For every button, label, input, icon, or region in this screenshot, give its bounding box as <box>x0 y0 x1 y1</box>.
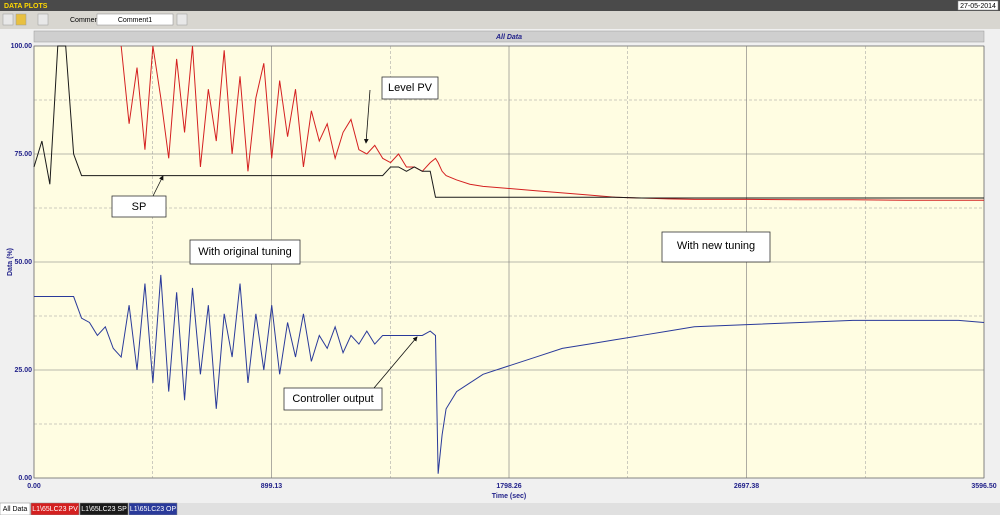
date-box <box>957 0 999 11</box>
annotation-box <box>189 239 301 265</box>
tab-strip <box>0 503 1000 515</box>
annotation-arrow <box>373 336 418 389</box>
tab-label: L1\65LC23 OP <box>130 506 177 513</box>
comment-value: Comment1 <box>118 17 152 24</box>
x-tick-label: 3596.50 <box>971 483 996 490</box>
y-tick-label: 75.00 <box>14 151 32 158</box>
open-button[interactable] <box>15 13 27 26</box>
annotation: Controller output <box>292 393 373 405</box>
annotation-box <box>111 195 167 218</box>
annotation: With new tuning <box>677 240 755 252</box>
series-line <box>120 45 984 201</box>
annotation-box <box>283 387 383 411</box>
annotation-arrow <box>152 175 164 197</box>
chart-title: All Data <box>495 34 522 41</box>
annotation: With original tuning <box>198 246 292 258</box>
x-axis-label: Time (sec) <box>492 493 527 500</box>
tab[interactable] <box>0 502 31 515</box>
title-bar <box>0 0 1000 11</box>
tab-label: All Data <box>3 506 28 513</box>
tab[interactable] <box>30 502 80 515</box>
tabs: All Data L1\65LC23 PV L1\65LC23 SP L1\65LC2… <box>0 502 178 515</box>
y-tick-label: 0.00 <box>18 475 32 482</box>
toolbar <box>0 11 1000 29</box>
x-tick-label: 899.13 <box>261 483 283 490</box>
tab[interactable] <box>128 502 178 515</box>
x-tick-label: 0.00 <box>27 483 41 490</box>
comment-label: Comment <box>70 17 100 24</box>
y-tick-label: 100.00 <box>11 43 33 50</box>
tab[interactable] <box>79 502 129 515</box>
annotation-box <box>381 76 439 100</box>
apply-button[interactable] <box>176 13 188 26</box>
x-tick-label: 1798.26 <box>496 483 521 490</box>
window-title: DATA PLOTS <box>4 3 48 10</box>
series-line <box>34 274 985 474</box>
x-tick-label: 2697.38 <box>734 483 759 490</box>
annotation: SP <box>132 201 147 213</box>
y-tick-label: 25.00 <box>14 367 32 374</box>
annotation-arrow <box>363 89 371 144</box>
annotation: Level PV <box>388 82 433 94</box>
tab-label: L1\65LC23 PV <box>32 506 78 513</box>
y-tick-label: 50.00 <box>14 259 32 266</box>
undo-button[interactable] <box>2 13 14 26</box>
chart-header <box>33 30 985 43</box>
annotation-box <box>661 231 771 263</box>
date: 27-05-2014 <box>960 3 996 10</box>
annotations: Level PV SP With original tuning With ne… <box>111 76 771 411</box>
series-line <box>33 45 984 199</box>
close-button[interactable] <box>37 13 49 26</box>
y-axis-label: Data (%) <box>7 248 14 276</box>
comment-input[interactable] <box>96 13 174 26</box>
tab-label: L1\65LC23 SP <box>81 506 127 513</box>
